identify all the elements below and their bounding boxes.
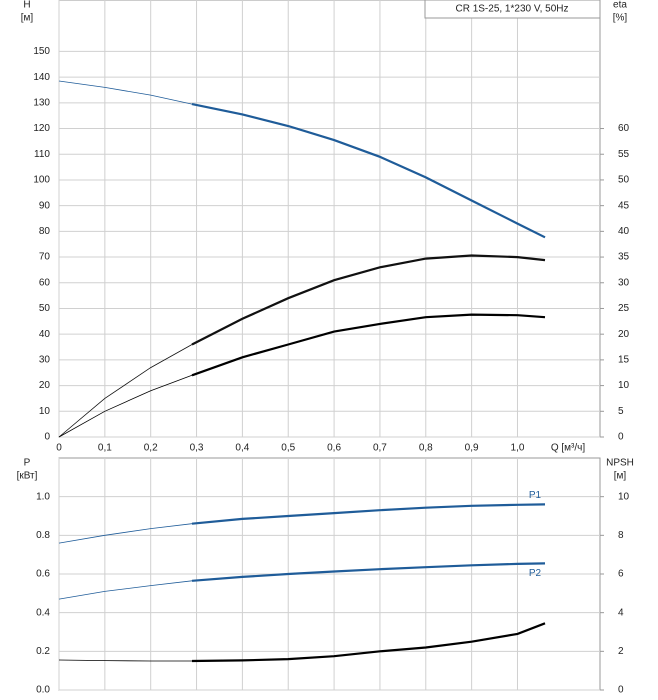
y-tick-label: 0 bbox=[44, 432, 50, 443]
y2-tick-label: 30 bbox=[618, 277, 630, 288]
y2-tick-label: 25 bbox=[618, 303, 630, 314]
x-axis-label: Q [м³/ч] bbox=[551, 443, 586, 454]
y-tick-label: 150 bbox=[33, 46, 50, 57]
curve-duty-range bbox=[191, 103, 546, 239]
y2-tick-label: 2 bbox=[618, 646, 624, 657]
y2-tick-label: 0 bbox=[618, 432, 624, 443]
y-tick-label: 0.2 bbox=[36, 646, 50, 657]
y-tick-label: 90 bbox=[39, 200, 51, 211]
curve-duty-range bbox=[191, 562, 546, 582]
y-tick-label: 50 bbox=[39, 303, 51, 314]
y2-axis-unit: [м] bbox=[614, 471, 627, 482]
y2-axis-label: NPSH bbox=[606, 458, 634, 469]
y-tick-label: 10 bbox=[39, 406, 51, 417]
series-label: P1 bbox=[529, 490, 542, 501]
y-tick-label: 100 bbox=[33, 175, 50, 186]
y2-axis-unit: [%] bbox=[613, 13, 628, 24]
y-tick-label: 110 bbox=[34, 149, 50, 160]
curve-duty-range bbox=[191, 254, 546, 346]
y-tick-label: 1.0 bbox=[36, 491, 50, 502]
curve-duty-range bbox=[191, 622, 546, 663]
y2-tick-label: 45 bbox=[618, 200, 630, 211]
y2-tick-label: 20 bbox=[618, 329, 630, 340]
y2-tick-label: 60 bbox=[618, 123, 630, 134]
x-tick-label: 0,5 bbox=[281, 443, 295, 454]
y-axis-label: P bbox=[24, 458, 31, 469]
x-tick-label: 0,8 bbox=[419, 443, 433, 454]
y2-tick-label: 8 bbox=[618, 530, 624, 541]
y-axis-unit: [м] bbox=[21, 13, 34, 24]
y-tick-label: 0.4 bbox=[36, 607, 50, 618]
y2-tick-label: 35 bbox=[618, 252, 630, 263]
x-tick-label: 0,4 bbox=[235, 443, 249, 454]
y-axis-label: H bbox=[23, 0, 30, 11]
plot-frame bbox=[58, 0, 601, 438]
series-label: P2 bbox=[529, 568, 542, 579]
y2-tick-label: 50 bbox=[618, 175, 630, 186]
y-axis-unit: [кВт] bbox=[17, 471, 38, 482]
y-tick-label: 120 bbox=[33, 123, 50, 134]
y2-tick-label: 40 bbox=[618, 226, 630, 237]
y2-tick-label: 6 bbox=[618, 569, 624, 580]
y2-tick-label: 10 bbox=[618, 491, 630, 502]
x-tick-label: 1,0 bbox=[511, 443, 525, 454]
x-tick-label: 0 bbox=[56, 443, 62, 454]
curve-duty-range bbox=[191, 313, 546, 377]
y2-tick-label: 5 bbox=[618, 406, 624, 417]
x-tick-label: 0,7 bbox=[373, 443, 387, 454]
x-tick-label: 0,2 bbox=[144, 443, 158, 454]
y-tick-label: 70 bbox=[39, 252, 51, 263]
title-box bbox=[424, 0, 601, 19]
y-tick-label: 130 bbox=[33, 97, 50, 108]
y-tick-label: 80 bbox=[39, 226, 51, 237]
y2-tick-label: 15 bbox=[618, 355, 630, 366]
y-tick-label: 140 bbox=[33, 72, 50, 83]
x-tick-label: 0,3 bbox=[190, 443, 204, 454]
y2-tick-label: 10 bbox=[618, 380, 630, 391]
y2-axis-label: eta bbox=[613, 0, 627, 11]
y-tick-label: 40 bbox=[39, 329, 51, 340]
x-tick-label: 0,9 bbox=[465, 443, 479, 454]
y-tick-label: 0.6 bbox=[36, 569, 50, 580]
x-tick-label: 0,1 bbox=[98, 443, 112, 454]
curve-duty-range bbox=[191, 503, 546, 525]
y-tick-label: 20 bbox=[39, 380, 51, 391]
y2-tick-label: 4 bbox=[618, 607, 624, 618]
y-tick-label: 0.0 bbox=[36, 685, 50, 696]
y2-tick-label: 0 bbox=[618, 685, 624, 696]
y-tick-label: 30 bbox=[39, 355, 51, 366]
y2-tick-label: 55 bbox=[618, 149, 630, 160]
chart-title: CR 1S-25, 1*230 V, 50Hz bbox=[455, 4, 568, 15]
x-tick-label: 0,6 bbox=[327, 443, 341, 454]
y-tick-label: 60 bbox=[39, 277, 51, 288]
y-tick-label: 0.8 bbox=[36, 530, 50, 541]
